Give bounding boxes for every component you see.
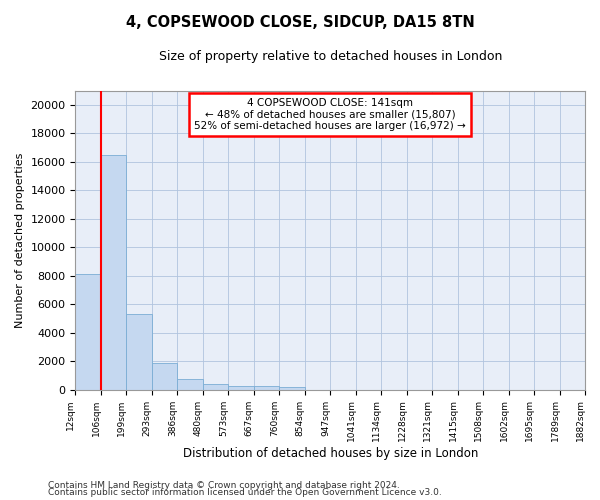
Bar	[279, 387, 305, 390]
Bar	[101, 154, 127, 390]
Bar	[203, 384, 228, 390]
Y-axis label: Number of detached properties: Number of detached properties	[15, 152, 25, 328]
X-axis label: Distribution of detached houses by size in London: Distribution of detached houses by size …	[182, 447, 478, 460]
Text: Contains public sector information licensed under the Open Government Licence v3: Contains public sector information licen…	[48, 488, 442, 497]
Text: 4 COPSEWOOD CLOSE: 141sqm
← 48% of detached houses are smaller (15,807)
52% of s: 4 COPSEWOOD CLOSE: 141sqm ← 48% of detac…	[194, 98, 466, 131]
Title: Size of property relative to detached houses in London: Size of property relative to detached ho…	[158, 50, 502, 63]
Bar	[76, 274, 101, 390]
Bar	[152, 364, 178, 390]
Text: 4, COPSEWOOD CLOSE, SIDCUP, DA15 8TN: 4, COPSEWOOD CLOSE, SIDCUP, DA15 8TN	[125, 15, 475, 30]
Bar	[127, 314, 152, 390]
Bar	[228, 386, 254, 390]
Text: Contains HM Land Registry data © Crown copyright and database right 2024.: Contains HM Land Registry data © Crown c…	[48, 480, 400, 490]
Bar	[254, 386, 279, 390]
Bar	[178, 379, 203, 390]
